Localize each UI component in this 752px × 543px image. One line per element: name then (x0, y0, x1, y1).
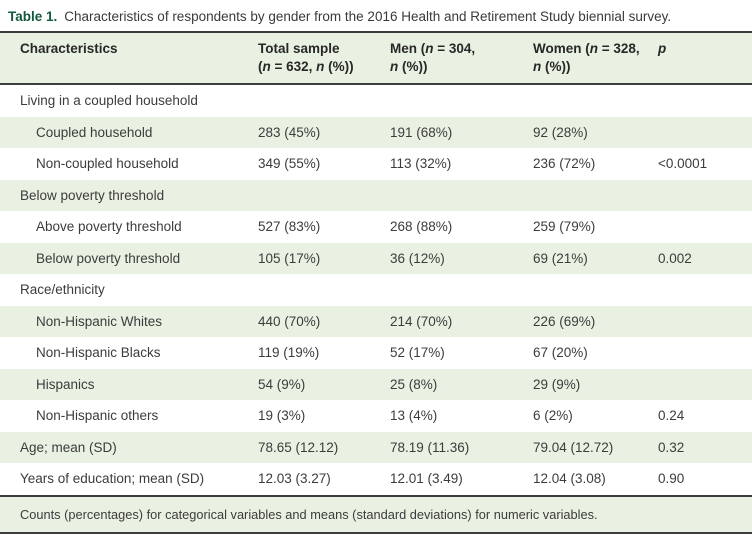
table-row-group-poverty-threshold: Below poverty threshold (0, 179, 752, 211)
cell-men: 13 (4%) (390, 408, 438, 424)
table-row-above-poverty: Above poverty threshold 527 (83%) 268 (8… (0, 211, 752, 243)
cell-women: 6 (2%) (533, 408, 573, 424)
cell-men: 12.01 (3.49) (390, 471, 463, 487)
table-row-years-education-mean: Years of education; mean (SD) 12.03 (3.2… (0, 463, 752, 495)
cell-women: 29 (9%) (533, 376, 581, 392)
cell-label: Living in a coupled household (20, 93, 198, 109)
table-row-group-coupled-household: Living in a coupled household (0, 85, 752, 117)
cell-women: 92 (28%) (533, 124, 588, 140)
cell-total-sample: 349 (55%) (258, 156, 321, 172)
column-header-women: Women (n = 328, n (%)) (533, 41, 640, 75)
cell-label: Below poverty threshold (36, 250, 181, 266)
column-header-p-value: p (658, 41, 667, 56)
cell-total-sample: 12.03 (3.27) (258, 471, 331, 487)
cell-label: Coupled household (36, 124, 153, 140)
cell-label: Race/ethnicity (20, 282, 105, 298)
cell-women: 69 (21%) (533, 250, 588, 266)
table-row-non-hispanic-whites: Non-Hispanic Whites 440 (70%) 214 (70%) … (0, 305, 752, 337)
cell-women: 67 (20%) (533, 345, 588, 361)
cell-label: Years of education; mean (SD) (20, 471, 205, 487)
cell-total-sample: 19 (3%) (258, 408, 306, 424)
cell-women: 226 (69%) (533, 313, 596, 329)
cell-p-value: 0.32 (658, 439, 685, 455)
cell-women: 12.04 (3.08) (533, 471, 606, 487)
column-header-total-sample: Total sample (n = 632, n (%)) (258, 41, 354, 75)
column-header-men: Men (n = 304, n (%)) (390, 41, 476, 75)
table-row-non-coupled-household: Non-coupled household 349 (55%) 113 (32%… (0, 148, 752, 180)
cell-men: 52 (17%) (390, 345, 445, 361)
table-row-coupled-household: Coupled household 283 (45%) 191 (68%) 92… (0, 116, 752, 148)
cell-p-value: 0.90 (658, 471, 685, 487)
cell-men: 25 (8%) (390, 376, 438, 392)
cell-p-value: 0.24 (658, 408, 685, 424)
cell-women: 79.04 (12.72) (533, 439, 614, 455)
cell-total-sample: 283 (45%) (258, 124, 321, 140)
cell-total-sample: 105 (17%) (258, 250, 321, 266)
column-header-characteristics: Characteristics (20, 41, 118, 56)
table-row-age-mean: Age; mean (SD) 78.65 (12.12) 78.19 (11.3… (0, 431, 752, 463)
table-row-below-poverty: Below poverty threshold 105 (17%) 36 (12… (0, 242, 752, 274)
cell-label: Age; mean (SD) (20, 439, 117, 455)
cell-women: 259 (79%) (533, 219, 596, 235)
table-footnote: Counts (percentages) for categorical var… (0, 494, 752, 534)
cell-women: 236 (72%) (533, 156, 596, 172)
cell-total-sample: 78.65 (12.12) (258, 439, 339, 455)
table-caption-label: Table 1. (8, 9, 58, 24)
cell-total-sample: 119 (19%) (258, 345, 320, 361)
cell-men: 268 (88%) (390, 219, 453, 235)
table-caption-text: Characteristics of respondents by gender… (64, 9, 672, 24)
cell-total-sample: 440 (70%) (258, 313, 321, 329)
table-row-hispanics: Hispanics 54 (9%) 25 (8%) 29 (9%) (0, 368, 752, 400)
table-row-non-hispanic-blacks: Non-Hispanic Blacks 119 (19%) 52 (17%) 6… (0, 337, 752, 369)
cell-label: Below poverty threshold (20, 187, 165, 203)
table-row-non-hispanic-others: Non-Hispanic others 19 (3%) 13 (4%) 6 (2… (0, 400, 752, 432)
cell-men: 214 (70%) (390, 313, 453, 329)
cell-label: Non-Hispanic Blacks (36, 345, 161, 361)
cell-label: Above poverty threshold (36, 219, 182, 235)
cell-men: 113 (32%) (390, 156, 452, 172)
table-header-row: Characteristics Total sample (n = 632, n… (0, 31, 752, 85)
cell-total-sample: 54 (9%) (258, 376, 306, 392)
cell-men: 36 (12%) (390, 250, 445, 266)
cell-men: 78.19 (11.36) (390, 439, 470, 455)
table-caption: Table 1. Characteristics of respondents b… (0, 0, 752, 31)
cell-men: 191 (68%) (390, 124, 453, 140)
table-footnote-text: Counts (percentages) for categorical var… (20, 506, 598, 522)
cell-total-sample: 527 (83%) (258, 219, 321, 235)
cell-label: Non-Hispanic Whites (36, 313, 163, 329)
cell-label: Non-Hispanic others (36, 408, 159, 424)
cell-label: Non-coupled household (36, 156, 179, 172)
cell-label: Hispanics (36, 376, 95, 392)
cell-p-value: 0.002 (658, 250, 692, 266)
table-row-group-race-ethnicity: Race/ethnicity (0, 274, 752, 306)
cell-p-value: <0.0001 (658, 156, 708, 172)
